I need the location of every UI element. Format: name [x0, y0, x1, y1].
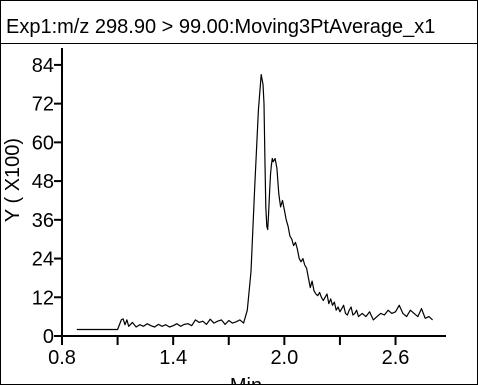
y-tick-label: 24	[32, 249, 54, 271]
y-tick-label: 48	[32, 171, 54, 193]
title-divider	[1, 43, 477, 44]
x-tick-label: 2.6	[382, 347, 410, 369]
chromatogram-trace	[76, 73, 433, 331]
y-axis-label: Y ( X100)	[2, 138, 24, 222]
y-tick-label: 12	[32, 287, 54, 309]
x-tick-label: 0.8	[48, 347, 76, 369]
x-tick-label: 1.4	[159, 347, 187, 369]
y-tick-label: 72	[32, 94, 54, 116]
x-axis-label: Min	[230, 375, 262, 385]
x-ticks: 0.8 1.4 2.0 2.6	[48, 336, 409, 369]
y-tick-label: 36	[32, 210, 54, 232]
x-tick-label: 2.0	[270, 347, 298, 369]
y-ticks: 0 12 24 36 48 60 72 84	[32, 55, 62, 348]
y-tick-label: 0	[43, 326, 54, 348]
chart-title: Exp1:m/z 298.90 > 99.00:Moving3PtAverage…	[6, 16, 436, 38]
y-tick-label: 84	[32, 55, 54, 77]
axes	[61, 48, 446, 337]
y-tick-label: 60	[32, 132, 54, 154]
